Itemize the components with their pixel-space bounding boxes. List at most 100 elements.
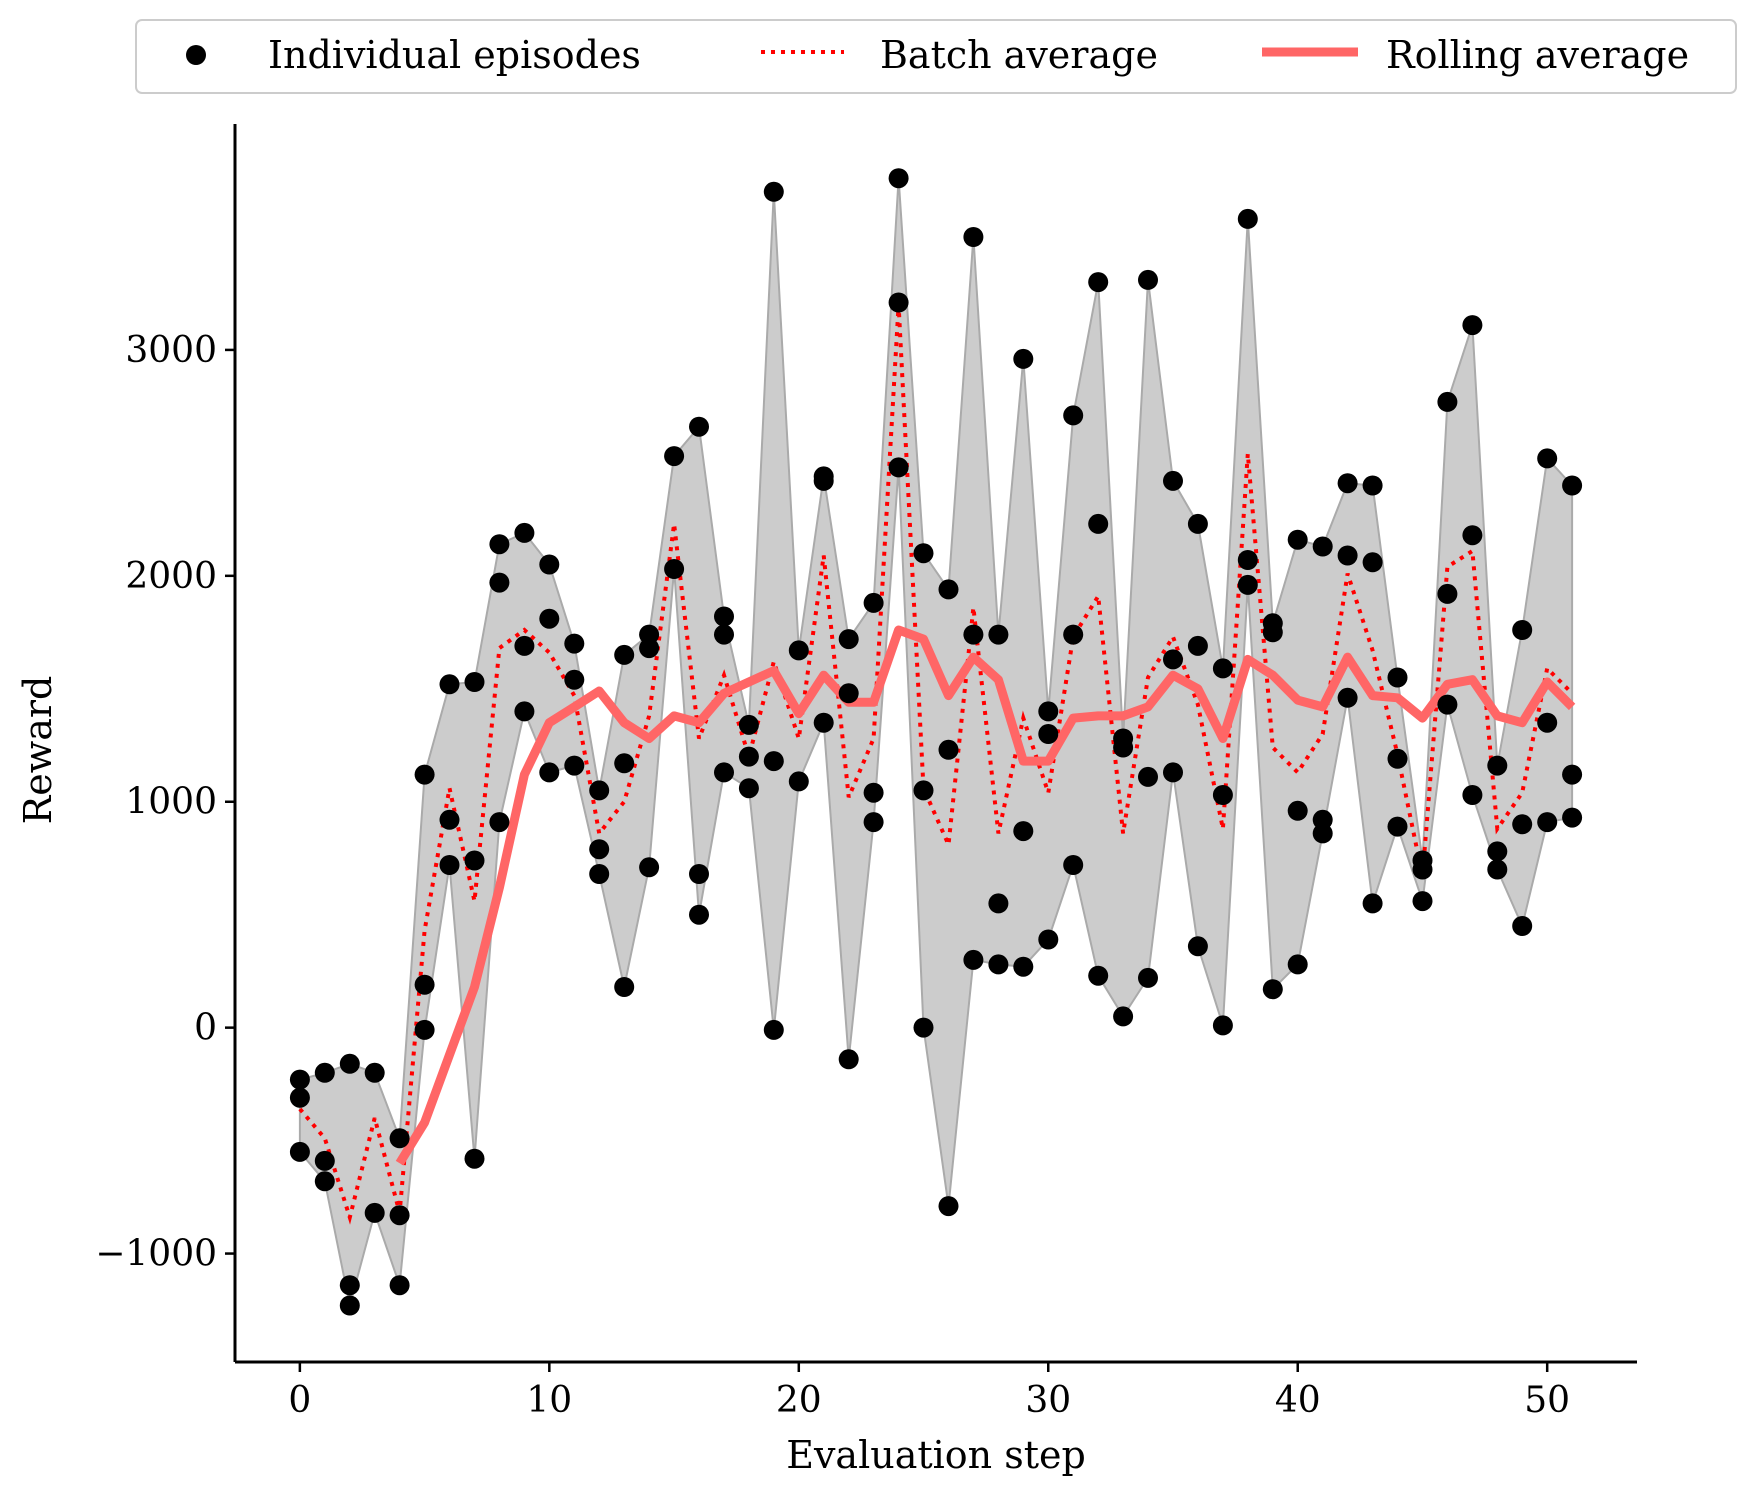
x-tick-label: 30 [1025, 1380, 1071, 1421]
y-tick-label: −1000 [95, 1234, 217, 1275]
episode-point [988, 954, 1009, 975]
episode-point [664, 446, 685, 467]
episode-point [1362, 552, 1383, 573]
episode-point [714, 606, 734, 627]
episode-point [888, 168, 909, 189]
episode-point [414, 764, 435, 785]
episode-point [339, 1275, 360, 1296]
episode-point [1312, 823, 1333, 844]
episode-point [1437, 391, 1458, 412]
episode-point [339, 1053, 360, 1074]
episode-point [988, 624, 1009, 645]
episode-point [589, 839, 610, 860]
x-axis-label: Evaluation step [786, 1433, 1086, 1477]
episode-point [1013, 821, 1034, 842]
episode-point [439, 809, 460, 830]
episode-point [1412, 891, 1433, 912]
x-tick-label: 0 [288, 1380, 311, 1421]
episode-point [1487, 755, 1508, 776]
episode-point [1013, 348, 1034, 369]
episode-point [1337, 473, 1358, 494]
episode-point [788, 640, 809, 661]
legend-swatch-episodes [186, 45, 206, 65]
episode-point [1537, 712, 1558, 733]
episode-point [414, 1019, 435, 1040]
episode-point [714, 762, 734, 783]
episode-point [639, 857, 660, 878]
episode-point [738, 746, 759, 767]
episode-point [1138, 766, 1158, 787]
episode-point [1512, 620, 1533, 640]
episode-point [1187, 936, 1208, 957]
batch-average-series [298, 304, 1574, 1225]
episode-point [1038, 724, 1059, 744]
episode-point [738, 714, 759, 735]
episode-point [389, 1275, 410, 1296]
y-tick-label: 1000 [125, 782, 217, 823]
episode-point [938, 1196, 959, 1217]
episode-point [788, 771, 809, 792]
episode-point [1387, 667, 1408, 688]
episode-point [1437, 583, 1458, 604]
episode-point [464, 850, 485, 871]
y-tick-label: 0 [194, 1008, 217, 1049]
episode-point [714, 624, 734, 645]
episode-point [813, 470, 834, 491]
episode-point [738, 778, 759, 799]
episode-point [988, 893, 1009, 914]
episode-point [1163, 470, 1183, 491]
episode-point [1312, 536, 1333, 557]
episode-point [489, 534, 510, 555]
episode-point [963, 227, 984, 247]
episode-point [813, 712, 834, 733]
episode-point [289, 1141, 310, 1162]
episode-point [539, 554, 560, 575]
episode-point [1237, 550, 1258, 570]
episode-point [514, 635, 535, 656]
rolling-average-series [395, 625, 1576, 1166]
episode-point [838, 629, 859, 650]
episode-point [639, 638, 660, 659]
episode-point [689, 864, 709, 884]
episode-point [963, 949, 984, 970]
episode-point [514, 701, 535, 722]
episode-point [314, 1062, 335, 1083]
episode-point [1512, 916, 1533, 936]
episode-point [389, 1205, 410, 1226]
episode-point [1038, 701, 1059, 722]
episode-point [1387, 748, 1408, 769]
x-ticks: 0 10 20 30 40 50 [288, 1362, 1570, 1421]
episode-point [1387, 816, 1408, 837]
episode-point [1212, 658, 1233, 679]
episode-point [1437, 694, 1458, 715]
episode-point [1187, 635, 1208, 656]
episode-point [1462, 785, 1483, 805]
episode-point [439, 855, 460, 875]
legend: Individual episodes Batch average Rollin… [135, 19, 1737, 94]
y-ticks: −1000 0 1000 2000 3000 [95, 330, 235, 1275]
episode-point [689, 904, 709, 925]
episode-point [1237, 208, 1258, 229]
episode-point [1337, 687, 1358, 708]
episode-point [938, 739, 959, 760]
y-tick-label: 2000 [125, 556, 217, 597]
episode-point [1063, 624, 1084, 645]
episode-point [1212, 1015, 1233, 1036]
episode-point [289, 1087, 310, 1108]
episode-point [1138, 269, 1158, 290]
episode-point [1163, 649, 1183, 670]
episode-point [1287, 954, 1308, 975]
x-tick-label: 40 [1275, 1380, 1321, 1421]
episode-point [489, 812, 510, 833]
episode-point [838, 683, 859, 704]
episode-point [439, 674, 460, 695]
episode-range-band [298, 178, 1574, 1306]
episode-point [1362, 893, 1383, 914]
episode-point [564, 755, 585, 776]
episode-point [1262, 622, 1283, 643]
episode-point [913, 1017, 934, 1038]
episode-point [1462, 315, 1483, 336]
episode-range-fill [298, 178, 1574, 1306]
episode-point [564, 633, 585, 654]
